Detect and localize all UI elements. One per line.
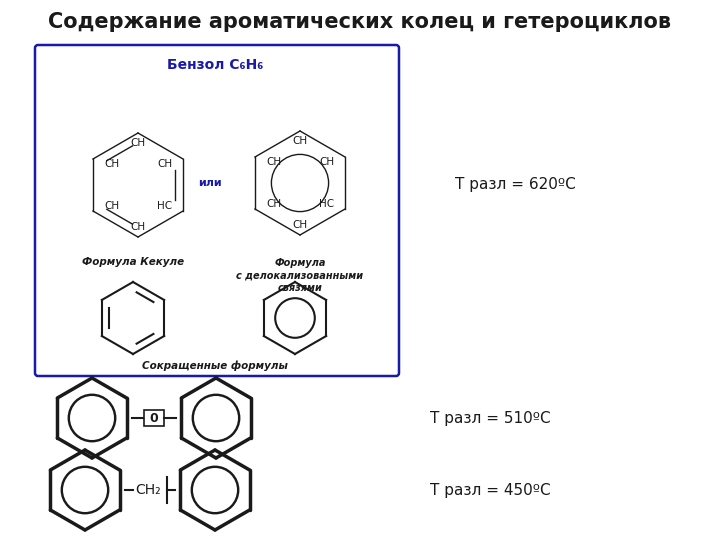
Text: CH: CH [157, 159, 172, 169]
Text: 0: 0 [150, 411, 158, 424]
Text: Т разл = 620ºС: Т разл = 620ºС [455, 178, 576, 192]
Text: Т разл = 450ºС: Т разл = 450ºС [430, 483, 551, 497]
Text: CH: CH [266, 157, 281, 167]
Text: CH: CH [292, 136, 307, 146]
FancyBboxPatch shape [35, 45, 399, 376]
Text: или: или [198, 178, 222, 188]
Text: CH: CH [104, 159, 119, 169]
Text: Т разл = 510ºС: Т разл = 510ºС [430, 410, 551, 426]
Text: Бензол C₆H₆: Бензол C₆H₆ [167, 58, 264, 72]
Text: Формула
с делокализованными
связями: Формула с делокализованными связями [236, 258, 364, 293]
Text: CH: CH [319, 157, 334, 167]
Text: CH: CH [104, 201, 119, 211]
Text: CH: CH [292, 220, 307, 230]
Text: CH: CH [130, 222, 145, 232]
Text: Содержание ароматических колец и гетероциклов: Содержание ароматических колец и гетероц… [48, 12, 672, 32]
Text: HC: HC [319, 199, 334, 209]
Text: Формула Кекуле: Формула Кекуле [82, 257, 184, 267]
Text: CH₂: CH₂ [135, 483, 161, 497]
Text: CH: CH [266, 199, 281, 209]
Text: HC: HC [157, 201, 172, 211]
Bar [144, 410, 164, 426]
Text: Сокращенные формулы: Сокращенные формулы [142, 361, 288, 372]
Text: CH: CH [130, 138, 145, 148]
